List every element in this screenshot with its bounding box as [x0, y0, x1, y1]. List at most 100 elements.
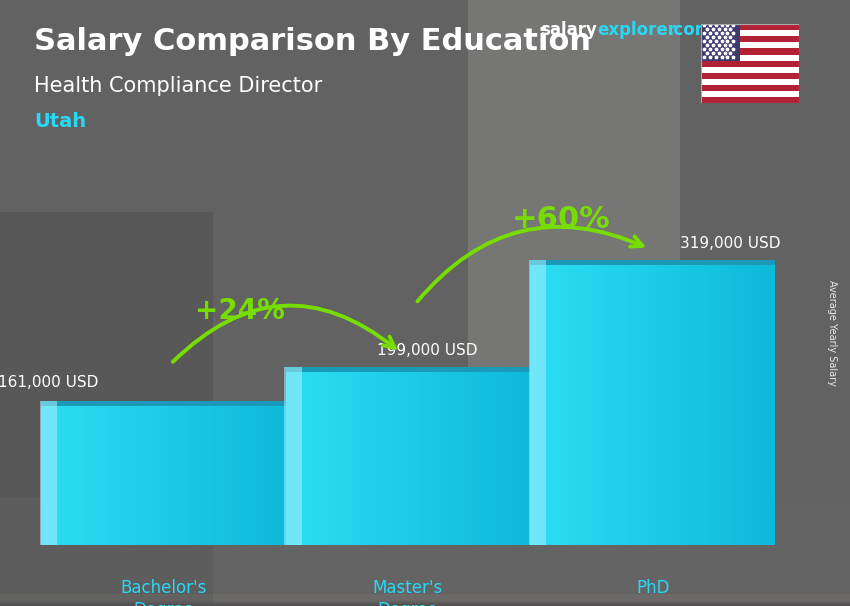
Bar [127, 401, 133, 545]
Bar [77, 401, 83, 545]
Bar [0, 594, 850, 601]
Bar [163, 401, 169, 545]
Bar [659, 260, 665, 545]
Text: 199,000 USD: 199,000 USD [377, 343, 478, 358]
Bar [0, 596, 850, 602]
Bar [524, 367, 530, 545]
Bar [0, 596, 850, 602]
Bar [41, 401, 286, 406]
Bar [598, 260, 604, 545]
Bar [0, 600, 850, 606]
Bar [634, 260, 641, 545]
Bar [0, 597, 850, 603]
Bar [0, 598, 850, 604]
Bar [0, 595, 850, 601]
Bar [530, 260, 775, 265]
Bar [0, 596, 850, 602]
Bar [427, 367, 433, 545]
Bar [0, 594, 850, 601]
Bar [274, 401, 280, 545]
Bar [0, 594, 850, 600]
Bar [0, 597, 850, 603]
Bar [359, 367, 366, 545]
Bar [0, 598, 850, 604]
Bar [468, 0, 680, 454]
Bar [0, 599, 850, 605]
Bar [701, 42, 799, 48]
Text: 161,000 USD: 161,000 USD [0, 375, 98, 390]
Bar [133, 401, 139, 545]
Bar [0, 596, 850, 602]
Bar [0, 497, 850, 606]
Bar [96, 401, 102, 545]
Bar [102, 401, 108, 545]
Bar [0, 212, 212, 606]
Bar [701, 48, 799, 55]
Bar [328, 367, 335, 545]
Bar [0, 596, 850, 602]
Bar [701, 97, 799, 103]
Bar [0, 599, 850, 605]
Bar [530, 260, 547, 545]
Bar [0, 599, 850, 605]
Bar [0, 599, 850, 605]
Bar [0, 594, 850, 600]
Bar [200, 401, 206, 545]
Bar [0, 598, 850, 604]
Bar [0, 599, 850, 605]
Bar [0, 600, 850, 606]
Text: +60%: +60% [512, 205, 610, 235]
Bar [555, 260, 561, 545]
Bar [536, 260, 542, 545]
Bar [0, 595, 850, 601]
Bar [316, 367, 322, 545]
Bar [701, 85, 799, 91]
Bar [494, 367, 500, 545]
Bar [353, 367, 359, 545]
Text: Average Yearly Salary: Average Yearly Salary [827, 281, 837, 386]
Bar [0, 596, 850, 602]
Bar [0, 594, 850, 600]
Bar [0, 598, 850, 604]
Bar [371, 367, 377, 545]
Bar [121, 401, 127, 545]
Text: PhD: PhD [636, 579, 670, 598]
Bar [708, 260, 714, 545]
Bar [701, 91, 799, 97]
Bar [745, 260, 751, 545]
Bar [188, 401, 194, 545]
Bar [0, 595, 850, 601]
Bar [212, 401, 218, 545]
Bar [286, 367, 292, 545]
Bar [0, 599, 850, 605]
Bar [243, 401, 249, 545]
Bar [139, 401, 145, 545]
Bar [0, 600, 850, 606]
Bar [0, 596, 850, 602]
Bar [573, 260, 580, 545]
Bar [383, 367, 389, 545]
Bar [0, 596, 850, 602]
Bar [0, 597, 850, 603]
Bar [0, 599, 850, 605]
Bar [433, 367, 439, 545]
Bar [695, 260, 702, 545]
Bar [0, 596, 850, 602]
Bar [500, 367, 506, 545]
Bar [0, 597, 850, 603]
Bar [0, 596, 850, 602]
Bar [580, 260, 586, 545]
Text: Bachelor's
Degree: Bachelor's Degree [120, 579, 207, 606]
Bar [0, 596, 850, 602]
Bar [0, 596, 850, 602]
Bar [224, 401, 230, 545]
Bar [0, 594, 850, 600]
Bar [0, 595, 850, 601]
Bar [0, 594, 850, 601]
Bar [701, 36, 799, 42]
Bar [0, 596, 850, 602]
Bar [0, 599, 850, 605]
Bar [0, 595, 850, 601]
Bar [763, 260, 769, 545]
Bar [610, 260, 616, 545]
